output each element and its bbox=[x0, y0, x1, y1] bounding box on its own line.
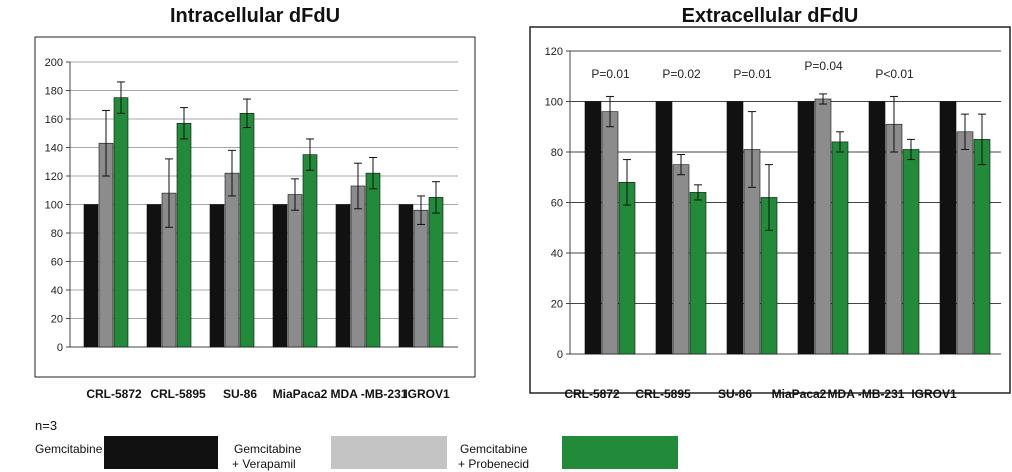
intracellular-bar bbox=[398, 204, 414, 348]
legend-swatch-verapamil bbox=[331, 436, 447, 469]
extracellular-category-label: MDA -MB-231 bbox=[828, 387, 905, 401]
extracellular-ytick-label: 60 bbox=[551, 198, 563, 210]
intracellular-category-label: SU-86 bbox=[223, 387, 257, 401]
intracellular-bar bbox=[365, 172, 381, 348]
intracellular-ytick-label: 160 bbox=[45, 114, 63, 126]
extracellular-bar bbox=[956, 131, 974, 355]
intracellular-bar bbox=[239, 113, 255, 348]
extracellular-bar bbox=[584, 101, 602, 355]
extracellular-bar bbox=[902, 149, 920, 355]
extracellular-bar bbox=[939, 101, 957, 355]
extracellular-p-value-label: P=0.01 bbox=[733, 67, 772, 81]
intracellular-bar bbox=[209, 204, 225, 348]
extracellular-bar bbox=[689, 192, 707, 355]
legend-label-verapamil: Gemcitabine + Verapamil bbox=[232, 442, 301, 472]
intracellular-ytick-label: 180 bbox=[45, 86, 63, 98]
intracellular-bar bbox=[146, 204, 162, 348]
intracellular-ytick-label: 200 bbox=[45, 57, 63, 69]
sample-size-label: n=3 bbox=[35, 418, 58, 433]
extracellular-bar bbox=[814, 98, 832, 355]
legend-label-probenecid-line2: + Probenecid bbox=[458, 457, 530, 471]
legend-label-gemcitabine: Gemcitabine bbox=[35, 442, 102, 457]
extracellular-category-label: SU-86 bbox=[718, 387, 752, 401]
intracellular-category-label: MiaPaca2 bbox=[273, 387, 328, 401]
extracellular-bar bbox=[973, 139, 991, 355]
extracellular-bar bbox=[831, 141, 849, 355]
intracellular-ytick-label: 140 bbox=[45, 143, 63, 155]
extracellular-bar bbox=[655, 101, 673, 355]
intracellular-bar bbox=[335, 204, 351, 348]
extracellular-bar bbox=[601, 111, 619, 355]
intracellular-category-label: CRL-5895 bbox=[150, 387, 206, 401]
legend-label-verapamil-line1: Gemcitabine bbox=[234, 442, 302, 456]
extracellular-ytick-label: 80 bbox=[551, 147, 563, 159]
legend-label-verapamil-line2: + Verapamil bbox=[232, 457, 296, 471]
intracellular-ytick-label: 80 bbox=[51, 228, 63, 240]
intracellular-bar bbox=[413, 209, 429, 348]
extracellular-p-value-label: P=0.01 bbox=[591, 67, 630, 81]
extracellular-bar bbox=[618, 182, 636, 355]
intracellular-ytick-label: 40 bbox=[51, 285, 63, 297]
extracellular-bar bbox=[868, 101, 886, 355]
intracellular-ytick-label: 60 bbox=[51, 257, 63, 269]
extracellular-bar bbox=[672, 164, 690, 355]
extracellular-ytick-label: 0 bbox=[557, 349, 563, 361]
extracellular-bar bbox=[885, 123, 903, 355]
intracellular-ytick-label: 120 bbox=[45, 171, 63, 183]
intracellular-ytick-label: 0 bbox=[57, 342, 63, 354]
intracellular-category-label: CRL-5872 bbox=[86, 387, 142, 401]
intracellular-chart-title: Intracellular dFdU bbox=[169, 5, 341, 27]
extracellular-ytick-label: 40 bbox=[551, 248, 563, 260]
extracellular-category-label: CRL-5872 bbox=[564, 387, 620, 401]
legend-label-probenecid: Gemcitabine + Probenecid bbox=[458, 442, 529, 472]
intracellular-bar bbox=[113, 97, 129, 348]
legend-label-probenecid-line1: Gemcitabine bbox=[460, 442, 528, 456]
intracellular-ytick-label: 100 bbox=[45, 200, 63, 212]
extracellular-category-label: MiaPaca2 bbox=[772, 387, 827, 401]
legend-swatch-gemcitabine bbox=[104, 436, 218, 469]
intracellular-ytick-label: 20 bbox=[51, 314, 63, 326]
legend-label-gemcitabine-line1: Gemcitabine bbox=[35, 442, 103, 456]
extracellular-bar bbox=[726, 101, 744, 355]
intracellular-bar bbox=[272, 204, 288, 348]
extracellular-ytick-label: 100 bbox=[545, 97, 563, 109]
extracellular-frame bbox=[529, 26, 1011, 394]
extracellular-chart-title: Extracellular dFdU bbox=[681, 5, 859, 27]
intracellular-category-label: MDA -MB-231 bbox=[331, 387, 408, 401]
intracellular-bar bbox=[428, 197, 444, 348]
intracellular-category-label: IGROV1 bbox=[404, 387, 450, 401]
extracellular-p-value-label: P<0.01 bbox=[875, 67, 914, 81]
intracellular-frame bbox=[34, 36, 476, 378]
extracellular-ytick-label: 20 bbox=[551, 299, 563, 311]
extracellular-category-label: IGROV1 bbox=[911, 387, 957, 401]
extracellular-p-value-label: P=0.04 bbox=[804, 59, 843, 73]
intracellular-bar bbox=[176, 122, 192, 348]
intracellular-bar bbox=[83, 204, 99, 348]
legend-swatch-probenecid bbox=[562, 436, 678, 469]
intracellular-bar bbox=[302, 154, 318, 348]
extracellular-p-value-label: P=0.02 bbox=[662, 67, 701, 81]
intracellular-bar bbox=[287, 194, 303, 348]
extracellular-ytick-label: 120 bbox=[545, 46, 563, 58]
intracellular-bar bbox=[224, 172, 240, 348]
extracellular-bar bbox=[797, 101, 815, 355]
intracellular-bar bbox=[350, 185, 366, 348]
extracellular-category-label: CRL-5895 bbox=[635, 387, 691, 401]
